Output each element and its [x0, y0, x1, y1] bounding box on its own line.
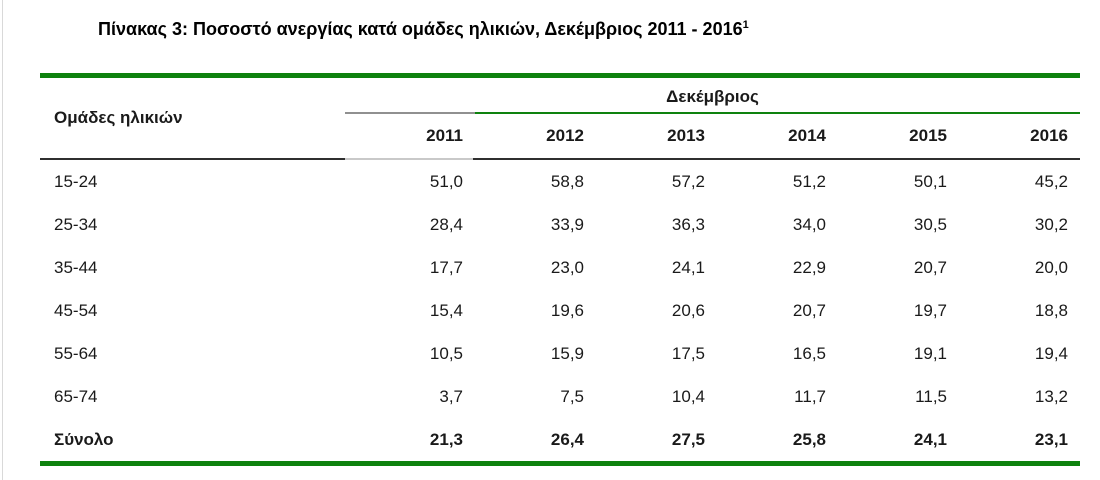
unemployment-rate-table: Ομάδες ηλικιών Δεκέμβριος 2011 2012 2013… [40, 73, 1080, 466]
table-row: 15-24 51,0 58,8 57,2 51,2 50,1 45,2 [40, 160, 1080, 203]
year-header-2012: 2012 [546, 126, 584, 145]
header-bottom-rule [40, 158, 1080, 160]
table-row: 55-64 10,5 15,9 17,5 16,5 19,1 19,4 [40, 332, 1080, 375]
value-cell: 15,4 [429, 300, 463, 320]
value-cell: 19,6 [550, 300, 584, 320]
value-cell: 57,2 [671, 171, 705, 191]
value-cell: 10,4 [671, 386, 705, 406]
year-header-2013: 2013 [667, 126, 705, 145]
table-title-text: Πίνακας 3: Ποσοστό ανεργίας κατά ομάδες … [98, 19, 743, 39]
total-value-cell: 27,5 [671, 429, 705, 449]
value-cell: 15,9 [550, 343, 584, 363]
total-value-cell: 21,3 [429, 429, 463, 449]
year-header-2015: 2015 [909, 126, 947, 145]
age-group-label: 25-34 [54, 214, 98, 234]
value-cell: 11,7 [794, 386, 826, 406]
value-cell: 45,2 [1034, 171, 1068, 191]
value-cell: 24,1 [671, 257, 705, 277]
value-cell: 20,6 [671, 300, 705, 320]
value-cell: 20,7 [913, 257, 947, 277]
value-cell: 50,1 [913, 171, 947, 191]
value-cell: 16,5 [792, 343, 826, 363]
total-value-cell: 25,8 [792, 429, 826, 449]
total-value-cell: 23,1 [1034, 429, 1068, 449]
table-row: 45-54 15,4 19,6 20,6 20,7 19,7 18,8 [40, 289, 1080, 332]
value-cell: 51,0 [429, 171, 463, 191]
table-row: 35-44 17,7 23,0 24,1 22,9 20,7 20,0 [40, 246, 1080, 289]
age-group-label: 65-74 [54, 386, 98, 406]
table-header: Ομάδες ηλικιών Δεκέμβριος 2011 2012 2013… [40, 78, 1080, 158]
year-header-2011: 2011 [426, 126, 463, 145]
value-cell: 19,7 [913, 300, 947, 320]
value-cell: 34,0 [792, 214, 826, 234]
table-top-rule [40, 73, 1080, 78]
value-cell: 17,5 [671, 343, 705, 363]
column-group-header: Δεκέμβριος [345, 78, 1080, 114]
value-cell: 18,8 [1034, 300, 1068, 320]
total-label: Σύνολο [54, 429, 114, 449]
value-cell: 22,9 [792, 257, 826, 277]
value-cell: 3,7 [439, 386, 463, 406]
value-cell: 20,7 [792, 300, 826, 320]
value-cell: 13,2 [1034, 386, 1068, 406]
column-group-underline [345, 112, 1080, 114]
table-row: 65-74 3,7 7,5 10,4 11,7 11,5 13,2 [40, 375, 1080, 418]
column-group-label: Δεκέμβριος [666, 87, 759, 106]
value-cell: 33,9 [550, 214, 584, 234]
year-header-2014: 2014 [788, 126, 826, 145]
total-value-cell: 24,1 [913, 429, 947, 449]
value-cell: 23,0 [550, 257, 584, 277]
page-edge-line [2, 0, 3, 480]
value-cell: 51,2 [792, 171, 826, 191]
value-cell: 30,5 [913, 214, 947, 234]
table-bottom-rule [40, 461, 1080, 466]
table-row: 25-34 28,4 33,9 36,3 34,0 30,5 30,2 [40, 203, 1080, 246]
value-cell: 19,1 [913, 343, 947, 363]
value-cell: 10,5 [429, 343, 463, 363]
value-cell: 11,5 [915, 386, 947, 406]
age-group-label: 45-54 [54, 300, 98, 320]
age-group-label: 35-44 [54, 257, 98, 277]
value-cell: 17,7 [429, 257, 463, 277]
table-title-footnote-marker: 1 [742, 19, 749, 31]
value-cell: 28,4 [429, 214, 463, 234]
year-header-2016: 2016 [1030, 126, 1068, 145]
value-cell: 30,2 [1034, 214, 1068, 234]
value-cell: 19,4 [1034, 343, 1068, 363]
value-cell: 36,3 [671, 214, 705, 234]
value-cell: 58,8 [550, 171, 584, 191]
age-group-label: 55-64 [54, 343, 98, 363]
table-title: Πίνακας 3: Ποσοστό ανεργίας κατά ομάδες … [98, 19, 749, 40]
value-cell: 7,5 [560, 386, 584, 406]
value-cell: 20,0 [1034, 257, 1068, 277]
table-total-row: Σύνολο 21,3 26,4 27,5 25,8 24,1 23,1 [40, 418, 1080, 461]
age-group-label: 15-24 [54, 171, 98, 191]
row-header-label: Ομάδες ηλικιών [54, 108, 183, 127]
total-value-cell: 26,4 [550, 429, 584, 449]
